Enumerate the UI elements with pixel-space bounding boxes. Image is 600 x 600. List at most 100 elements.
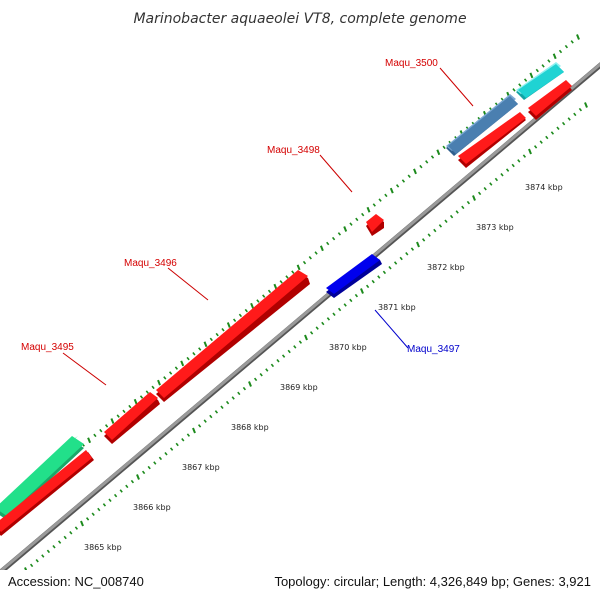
gene-label-maqu-3500[interactable]: Maqu_3500 xyxy=(385,58,438,69)
outer-tick-98 xyxy=(564,44,569,49)
outer-tick-74 xyxy=(425,160,429,164)
inner-tick-23 xyxy=(153,461,157,465)
inner-tick-20 xyxy=(136,474,140,480)
inner-tick-91 xyxy=(533,145,538,149)
kbp-label-0: 3865 kbp xyxy=(84,543,122,552)
outer-tick-67 xyxy=(384,193,388,198)
gene-arrow-maqu-3496[interactable] xyxy=(156,270,310,402)
outer-tick-97 xyxy=(558,49,563,54)
footer-background xyxy=(0,570,600,600)
outer-tick-35 xyxy=(198,347,202,351)
inner-tick-15 xyxy=(108,498,112,502)
inner-tick-64 xyxy=(382,270,387,275)
inner-tick-31 xyxy=(197,424,202,428)
kbp-label-4: 3869 kbp xyxy=(280,383,318,392)
outer-tick-52 xyxy=(296,264,301,271)
inner-tick-46 xyxy=(281,354,286,358)
inner-tick-70 xyxy=(416,241,420,248)
inner-tick-27 xyxy=(175,442,179,447)
feature-track xyxy=(0,62,564,520)
inner-tick-28 xyxy=(181,438,185,442)
inner-tick-67 xyxy=(399,256,403,261)
outer-tick-37 xyxy=(209,337,213,342)
outer-tick-95 xyxy=(547,59,551,63)
inner-tick-41 xyxy=(253,377,258,382)
inner-tick-66 xyxy=(393,261,398,265)
outer-tick-29 xyxy=(163,376,167,380)
gene-arrow-maqu-3498[interactable] xyxy=(366,214,384,236)
gene-arrow-maqu-3500[interactable] xyxy=(458,112,526,168)
outer-tick-64 xyxy=(366,206,371,213)
leader-line-maqu-3497 xyxy=(374,309,409,349)
kbp-scale-labels: 3865 kbp 3866 kbp 3867 kbp 3868 kbp 3869 kbp… xyxy=(84,183,563,552)
gene-label-maqu-3495[interactable]: Maqu_3495 xyxy=(21,342,74,353)
outer-tick-69 xyxy=(395,184,400,188)
outer-tick-50 xyxy=(285,275,289,279)
outer-tick-89 xyxy=(512,88,516,92)
outer-tick-100 xyxy=(576,34,580,40)
outer-tick-92 xyxy=(529,72,534,79)
outer-tick-28 xyxy=(157,379,161,386)
outer-tick-91 xyxy=(523,78,528,82)
inner-tick-76 xyxy=(449,214,454,219)
inner-tick-60 xyxy=(360,288,364,294)
inner-tick-69 xyxy=(410,247,415,251)
outer-tick-70 xyxy=(401,179,406,183)
kbp-label-1: 3866 kbp xyxy=(133,503,171,512)
inner-tick-1 xyxy=(29,563,34,568)
inner-tick-18 xyxy=(125,484,129,489)
outer-tick-54 xyxy=(308,256,312,260)
outer-tick-51 xyxy=(291,270,295,274)
inner-tick-6 xyxy=(57,540,62,544)
inner-tick-65 xyxy=(388,266,392,270)
inner-tick-7 xyxy=(63,535,67,540)
gene-arrow-maqu-3495[interactable] xyxy=(104,392,160,444)
inner-tick-21 xyxy=(141,470,146,475)
inner-tick-56 xyxy=(337,307,342,312)
inner-tick-24 xyxy=(158,456,163,461)
gene-track xyxy=(0,80,572,536)
inner-tick-62 xyxy=(371,279,375,284)
outer-tick-49 xyxy=(279,280,283,284)
outer-tick-44 xyxy=(250,302,255,309)
inner-tick-90 xyxy=(528,148,532,155)
gene-label-maqu-3498[interactable]: Maqu_3498 xyxy=(267,145,320,156)
inner-tick-47 xyxy=(287,349,291,354)
inner-tick-43 xyxy=(265,368,269,372)
outer-tick-40 xyxy=(226,322,231,328)
outer-tick-20 xyxy=(110,418,115,424)
outer-tick-32 xyxy=(180,360,185,367)
inner-tick-17 xyxy=(119,489,123,493)
inner-tick-72 xyxy=(427,233,431,237)
gene-label-maqu-3497[interactable]: Maqu_3497 xyxy=(407,344,460,355)
inner-tick-2 xyxy=(35,559,39,563)
inner-tick-50 xyxy=(304,334,308,341)
outer-tick-18 xyxy=(99,428,103,433)
gene-label-maqu-3496[interactable]: Maqu_3496 xyxy=(124,258,177,269)
inner-tick-68 xyxy=(405,252,409,256)
outer-tick-96 xyxy=(552,53,557,60)
inner-tick-84 xyxy=(494,177,499,182)
inner-tick-73 xyxy=(433,228,437,233)
outer-tick-48 xyxy=(273,283,278,290)
outer-tick-22 xyxy=(122,409,126,414)
gene-arrow-maqu-3497[interactable] xyxy=(326,254,382,298)
inner-tick-100 xyxy=(584,102,588,108)
inner-tick-95 xyxy=(556,126,560,130)
kbp-label-8: 3873 kbp xyxy=(476,223,514,232)
outer-tick-94 xyxy=(541,64,545,68)
inner-tick-92 xyxy=(539,140,543,144)
inner-tick-3 xyxy=(41,554,45,558)
outer-tick-71 xyxy=(407,174,411,178)
outer-tick-72 xyxy=(413,168,417,175)
inner-tick-45 xyxy=(276,359,280,363)
inner-tick-81 xyxy=(477,191,482,196)
outer-tick-21 xyxy=(116,414,120,418)
inner-tick-87 xyxy=(511,163,515,168)
outer-tick-24 xyxy=(133,398,138,405)
inner-tick-55 xyxy=(332,312,336,316)
kbp-label-7: 3872 kbp xyxy=(427,263,465,272)
outer-tick-75 xyxy=(430,155,435,159)
inner-tick-52 xyxy=(315,326,319,330)
kbp-label-5: 3870 kbp xyxy=(329,343,367,352)
